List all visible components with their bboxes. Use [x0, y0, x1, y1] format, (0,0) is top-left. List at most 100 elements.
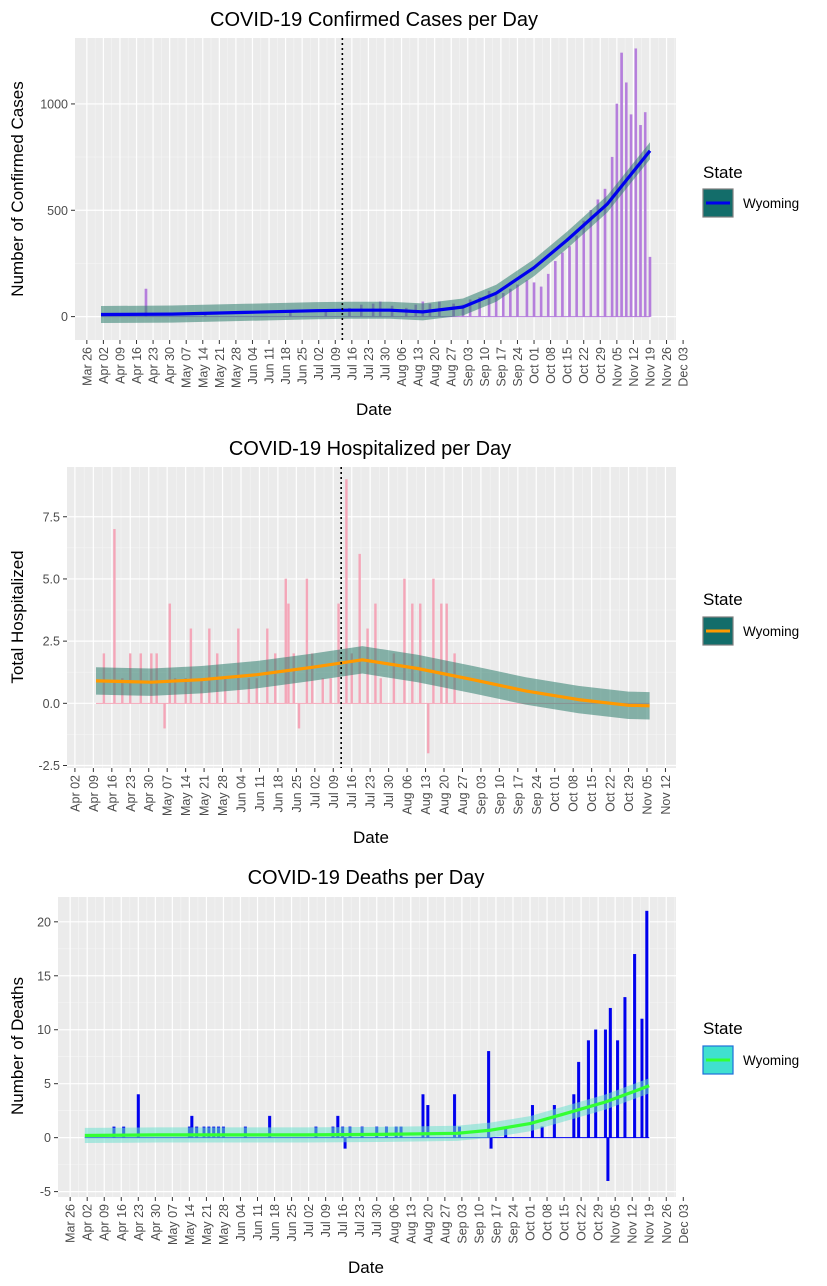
x-tick-label: Oct 01: [548, 775, 562, 812]
x-tick-label: Aug 27: [438, 1204, 452, 1244]
cases-chart: COVID-19 Confirmed Cases per Day 0 500 100…: [8, 9, 799, 419]
x-tick-label: Nov 26: [660, 1204, 674, 1244]
x-tick-label: Oct 08: [567, 775, 581, 812]
x-tick-label: Sep 10: [478, 347, 492, 387]
data-bar: [440, 603, 443, 704]
x-tick-label: Jun 04: [235, 775, 249, 813]
x-tick-label: Jul 30: [370, 1204, 384, 1237]
x-tick-label: Jun 04: [246, 347, 260, 385]
cases-y-axis-title: Number of Confirmed Cases: [8, 81, 27, 296]
x-tick-label: Oct 01: [528, 347, 542, 384]
confidence-band: [96, 646, 650, 720]
data-bar: [163, 703, 166, 729]
x-tick-label: May 28: [229, 347, 243, 388]
x-tick-label: May 07: [166, 1204, 180, 1245]
y-tick-label: 5.0: [43, 572, 60, 586]
hosp-chart: COVID-19 Hospitalized per Day -2.5 0.0 2.5…: [8, 438, 799, 847]
x-tick-label: May 07: [161, 775, 175, 816]
x-tick-label: Sep 17: [511, 775, 525, 815]
data-bar: [297, 703, 301, 729]
x-tick-label: Aug 27: [445, 347, 459, 387]
data-bar: [629, 114, 633, 317]
deaths-legend-title: State: [703, 1019, 743, 1038]
data-bar: [284, 578, 288, 704]
hosp-chart-title: COVID-19 Hospitalized per Day: [229, 438, 511, 460]
x-tick-label: Sep 24: [511, 347, 525, 387]
x-tick-label: Oct 01: [524, 1204, 538, 1241]
x-tick-label: Nov 19: [643, 1204, 657, 1244]
data-bar: [539, 286, 543, 317]
data-bar: [489, 1137, 493, 1149]
data-bar: [575, 235, 578, 317]
x-tick-label: May 07: [180, 347, 194, 388]
x-tick-label: Jun 25: [296, 347, 310, 385]
y-tick-label: 20: [37, 915, 51, 929]
cases-plot-panel: [75, 38, 676, 340]
x-tick-label: Aug 20: [438, 775, 452, 815]
x-tick-label: Apr 02: [68, 775, 82, 812]
x-tick-label: Jun 11: [251, 1204, 265, 1241]
y-tick-label: 0.0: [43, 697, 60, 711]
x-tick-label: Jul 02: [302, 1204, 316, 1237]
data-bar: [358, 553, 361, 704]
data-bar: [546, 273, 550, 317]
x-tick-label: Aug 20: [428, 347, 442, 387]
data-bar: [610, 156, 614, 317]
x-tick-label: Sep 24: [506, 1204, 520, 1244]
hosp-plot-panel: [67, 467, 676, 768]
x-tick-label: Apr 02: [81, 1204, 95, 1241]
x-tick-label: Jun 04: [234, 1204, 248, 1242]
x-tick-label: Jun 11: [253, 775, 267, 812]
data-bar: [648, 256, 652, 317]
y-tick-label: -2.5: [38, 759, 60, 773]
x-tick-label: Aug 20: [421, 1204, 435, 1244]
data-bar: [509, 288, 512, 317]
data-bar: [561, 252, 564, 317]
hosp-smooth-line: [95, 658, 650, 708]
x-tick-label: May 21: [200, 1204, 214, 1245]
x-tick-label: Sep 10: [493, 775, 507, 815]
cases-bars: [101, 48, 652, 318]
x-tick-label: May 21: [198, 775, 212, 816]
data-bar: [568, 246, 571, 317]
hosp-confidence-band: [96, 646, 650, 720]
data-bar: [640, 1018, 644, 1138]
smooth-trend-line: [95, 658, 650, 708]
x-tick-label: Oct 22: [604, 775, 618, 812]
x-tick-label: Aug 13: [412, 347, 426, 387]
x-tick-label: Oct 15: [558, 1204, 572, 1241]
x-tick-label: Sep 10: [472, 1204, 486, 1244]
data-bar: [625, 82, 628, 317]
data-bar: [586, 1040, 590, 1138]
deaths-legend: State Wyoming: [702, 1019, 799, 1075]
deaths-chart-title: COVID-19 Deaths per Day: [248, 867, 485, 889]
data-bar: [554, 261, 557, 317]
cases-smooth-line: [100, 149, 652, 317]
hosp-x-ticks: Apr 02 Apr 09 Apr 16 Apr 23 Apr 30 May 07 May …: [68, 768, 673, 816]
x-tick-label: Nov 05: [610, 347, 624, 387]
x-tick-label: Jul 30: [378, 347, 392, 380]
x-tick-label: Apr 09: [98, 1204, 112, 1241]
data-bar: [525, 280, 529, 317]
confidence-band: [101, 142, 650, 323]
data-bar: [634, 48, 638, 317]
x-tick-label: Jul 23: [364, 775, 378, 808]
y-tick-label: 10: [37, 1023, 51, 1037]
y-tick-label: 15: [37, 969, 51, 983]
x-tick-label: Jul 09: [319, 1204, 333, 1237]
x-tick-label: Oct 15: [585, 775, 599, 812]
hosp-y-ticks: -2.5 0.0 2.5 5.0 7.5: [38, 510, 67, 773]
cases-chart-title: COVID-19 Confirmed Cases per Day: [210, 9, 538, 31]
deaths-legend-label: Wyoming: [743, 1053, 799, 1068]
cases-x-axis-title: Date: [356, 400, 392, 419]
x-tick-label: Sep 03: [455, 1204, 469, 1244]
data-bar: [540, 1126, 544, 1138]
data-bar: [329, 678, 332, 704]
smooth-trend-line: [100, 149, 652, 317]
x-tick-label: Apr 02: [97, 347, 111, 384]
data-bar: [321, 678, 324, 704]
x-tick-label: Apr 16: [105, 775, 119, 812]
data-bar: [606, 1137, 610, 1182]
data-bar: [616, 1040, 620, 1138]
x-tick-label: Nov 26: [660, 347, 674, 387]
